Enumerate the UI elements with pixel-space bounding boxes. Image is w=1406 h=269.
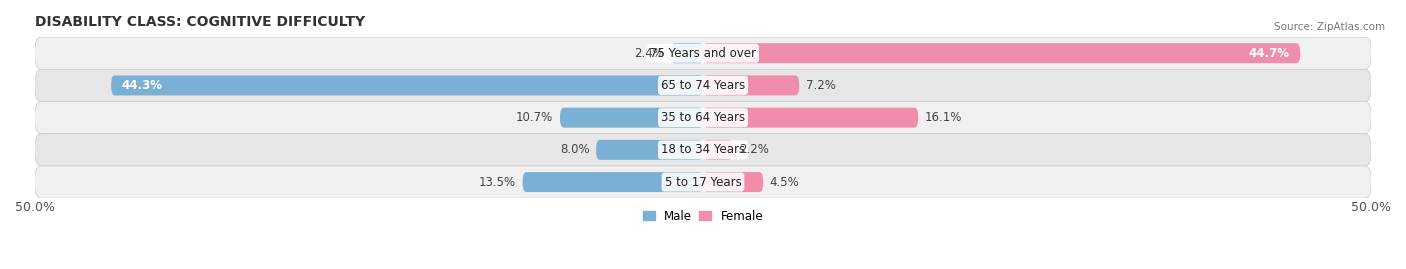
FancyBboxPatch shape bbox=[703, 108, 918, 128]
Text: 2.4%: 2.4% bbox=[634, 47, 664, 60]
Text: Source: ZipAtlas.com: Source: ZipAtlas.com bbox=[1274, 22, 1385, 31]
Text: 8.0%: 8.0% bbox=[560, 143, 589, 156]
FancyBboxPatch shape bbox=[35, 134, 1371, 166]
Text: DISABILITY CLASS: COGNITIVE DIFFICULTY: DISABILITY CLASS: COGNITIVE DIFFICULTY bbox=[35, 15, 366, 29]
Text: 13.5%: 13.5% bbox=[479, 176, 516, 189]
FancyBboxPatch shape bbox=[35, 166, 1371, 198]
FancyBboxPatch shape bbox=[703, 75, 799, 95]
Text: 16.1%: 16.1% bbox=[925, 111, 962, 124]
Text: 4.5%: 4.5% bbox=[770, 176, 800, 189]
FancyBboxPatch shape bbox=[35, 101, 1371, 134]
Text: 2.2%: 2.2% bbox=[740, 143, 769, 156]
FancyBboxPatch shape bbox=[671, 43, 703, 63]
Text: 35 to 64 Years: 35 to 64 Years bbox=[661, 111, 745, 124]
FancyBboxPatch shape bbox=[703, 140, 733, 160]
Text: 65 to 74 Years: 65 to 74 Years bbox=[661, 79, 745, 92]
Text: 75 Years and over: 75 Years and over bbox=[650, 47, 756, 60]
Text: 10.7%: 10.7% bbox=[516, 111, 554, 124]
Text: 44.3%: 44.3% bbox=[122, 79, 163, 92]
FancyBboxPatch shape bbox=[703, 43, 1301, 63]
Text: 7.2%: 7.2% bbox=[806, 79, 835, 92]
FancyBboxPatch shape bbox=[703, 172, 763, 192]
FancyBboxPatch shape bbox=[560, 108, 703, 128]
Legend: Male, Female: Male, Female bbox=[638, 205, 768, 228]
FancyBboxPatch shape bbox=[596, 140, 703, 160]
FancyBboxPatch shape bbox=[111, 75, 703, 95]
Text: 44.7%: 44.7% bbox=[1249, 47, 1289, 60]
FancyBboxPatch shape bbox=[523, 172, 703, 192]
Text: 18 to 34 Years: 18 to 34 Years bbox=[661, 143, 745, 156]
FancyBboxPatch shape bbox=[35, 69, 1371, 101]
Text: 5 to 17 Years: 5 to 17 Years bbox=[665, 176, 741, 189]
FancyBboxPatch shape bbox=[35, 37, 1371, 69]
